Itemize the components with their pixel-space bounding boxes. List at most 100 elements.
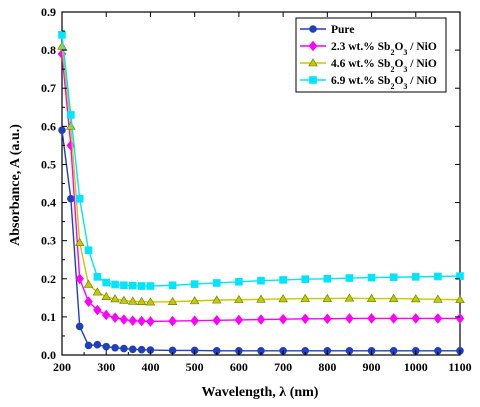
- data-point: [75, 322, 84, 331]
- legend-subscript: 2: [390, 82, 394, 91]
- data-point: [93, 304, 102, 316]
- legend-item: 6.9 wt.% Sb2O3 / NiO: [300, 75, 437, 91]
- data-point: [120, 281, 128, 290]
- legend-subscript: 3: [403, 65, 407, 74]
- data-point: [146, 282, 155, 290]
- legend-label: 2.3 wt.% Sb2O3 / NiO: [331, 41, 437, 57]
- data-point: [102, 342, 111, 351]
- data-point: [57, 41, 67, 50]
- data-point: [75, 273, 84, 285]
- data-point: [323, 274, 332, 283]
- data-point: [128, 296, 138, 305]
- x-tick-label: 500: [186, 360, 204, 374]
- data-point: [111, 343, 119, 352]
- data-point: [212, 279, 221, 287]
- legend-text-part: O: [394, 58, 403, 70]
- x-tick-label: 700: [274, 360, 292, 374]
- data-point: [93, 340, 102, 349]
- data-point: [83, 279, 94, 288]
- legend-subscript: 2: [390, 65, 394, 74]
- legend-text-part: 4.6 wt.% Sb: [331, 58, 390, 70]
- y-tick-label: 0.4: [41, 196, 56, 210]
- x-tick-label: 1000: [404, 360, 428, 374]
- data-point: [84, 246, 93, 254]
- data-point: [322, 293, 333, 302]
- x-tick-label: 900: [363, 360, 381, 374]
- data-point: [84, 341, 93, 350]
- data-point: [345, 274, 354, 282]
- data-point: [434, 272, 442, 281]
- data-point: [300, 313, 310, 325]
- legend-item: 4.6 wt.% Sb2O3 / NiO: [300, 58, 437, 74]
- data-point: [168, 281, 177, 290]
- data-point: [136, 296, 147, 305]
- data-point: [411, 273, 420, 281]
- data-point: [300, 293, 310, 302]
- legend-text-part: 2.3 wt.% Sb: [331, 41, 390, 53]
- data-point: [367, 313, 376, 324]
- legend-label: 4.6 wt.% Sb2O3 / NiO: [331, 58, 437, 74]
- data-point: [389, 313, 398, 324]
- x-tick-label: 600: [230, 360, 248, 374]
- data-point: [455, 294, 465, 304]
- data-point: [411, 313, 421, 324]
- series-layer: [57, 31, 465, 355]
- data-point: [257, 276, 265, 285]
- legend-subscript: 3: [403, 48, 407, 57]
- data-point: [110, 294, 120, 303]
- y-tick-label: 0.7: [41, 81, 56, 95]
- data-point: [367, 273, 376, 282]
- legend-subscript: 2: [390, 48, 394, 57]
- data-point: [137, 282, 146, 290]
- data-point: [110, 312, 120, 323]
- legend-subscript: 3: [403, 82, 407, 91]
- data-point: [128, 281, 137, 290]
- data-point: [101, 291, 111, 300]
- legend-text-part: O: [394, 75, 403, 87]
- ticks-layer: 200 300 400 500 600 700 800 900 1000 1100 0.0 0.1 0.…: [41, 5, 472, 374]
- data-point: [146, 316, 155, 327]
- data-point: [189, 296, 200, 305]
- data-point: [235, 278, 243, 286]
- data-point: [119, 314, 129, 325]
- data-point: [119, 295, 129, 304]
- data-point: [389, 273, 398, 282]
- data-point: [212, 295, 222, 304]
- data-point: [301, 275, 310, 283]
- data-point: [344, 293, 355, 302]
- y-tick-label: 0.2: [41, 272, 56, 286]
- y-tick-label: 0.5: [41, 157, 56, 171]
- data-point: [67, 111, 75, 119]
- data-point: [84, 296, 93, 307]
- data-point: [190, 280, 199, 288]
- data-point: [456, 272, 464, 280]
- y-axis-title: Absorbance, A (a.u.): [8, 124, 23, 246]
- data-point: [75, 194, 84, 203]
- legend-marker: [309, 25, 317, 33]
- data-point: [66, 121, 76, 130]
- data-point: [345, 313, 354, 324]
- series-4: [58, 31, 464, 290]
- data-point: [102, 278, 111, 287]
- y-tick-label: 0.0: [41, 348, 56, 362]
- data-point: [433, 313, 443, 324]
- series-3: [57, 41, 465, 306]
- data-point: [67, 194, 75, 203]
- y-tick-label: 0.3: [41, 234, 56, 248]
- legend-item: 2.3 wt.% Sb2O3 / NiO: [300, 40, 437, 57]
- data-point: [190, 315, 199, 327]
- data-point: [92, 287, 103, 296]
- data-point: [111, 280, 119, 289]
- data-point: [101, 309, 111, 321]
- legend-text-part: O: [394, 41, 403, 53]
- data-point: [137, 345, 146, 354]
- data-point: [256, 314, 266, 325]
- data-point: [366, 293, 377, 302]
- legend-text-part: / NiO: [407, 58, 436, 70]
- y-tick-label: 0.6: [41, 119, 56, 133]
- data-point: [58, 31, 66, 39]
- data-point: [433, 294, 443, 303]
- data-point: [120, 344, 128, 353]
- x-tick-label: 300: [97, 360, 115, 374]
